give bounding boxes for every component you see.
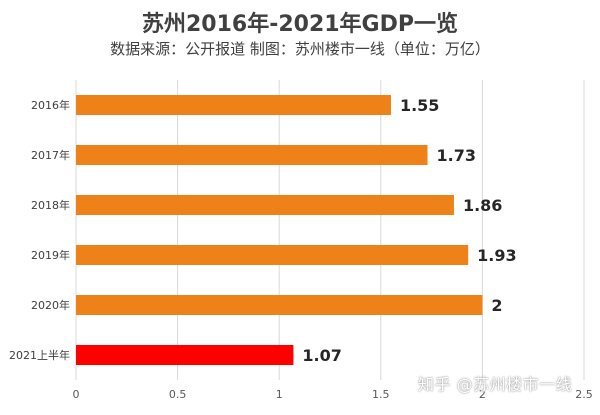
y-tick-label: 2020年 [31,298,70,312]
bar [76,295,483,315]
grid-lines [75,80,585,380]
bar [76,345,294,365]
value-labels: 1.55 1.73 1.86 1.93 2 1.07 [302,96,516,365]
x-tick-label: 0.5 [169,388,187,401]
data-label: 1.93 [477,246,516,265]
y-tick-label: 2016年 [31,98,70,112]
bar [76,145,428,165]
y-tick-label: 2017年 [31,148,70,162]
x-tick-label: 1.5 [372,388,390,401]
y-tick-label: 2021上半年 [9,348,70,362]
y-axis-tick-labels: 2016年 2017年 2018年 2019年 2020年 2021上半年 [9,98,70,362]
x-tick-label: 0 [73,388,80,401]
data-label: 1.73 [437,146,476,165]
chart-subtitle: 数据来源：公开报道 制图：苏州楼市一线（单位：万亿） [110,40,490,58]
data-label: 1.07 [302,346,341,365]
x-tick-label: 2.5 [575,388,593,401]
bar [76,195,454,215]
bar [76,95,391,115]
y-tick-label: 2019年 [31,248,70,262]
x-tick-label: 1 [276,388,283,401]
bars [76,95,483,365]
data-label: 1.55 [400,96,439,115]
x-axis-tick-labels: 0 0.5 1 1.5 2 2.5 [73,388,593,401]
bar [76,245,469,265]
chart-title: 苏州2016年-2021年GDP一览 [141,12,459,37]
data-label: 2 [491,296,502,315]
watermark: 知乎 @苏州楼市一线 [418,375,573,394]
data-label: 1.86 [463,196,502,215]
x-tick-label: 2 [479,388,486,401]
y-tick-label: 2018年 [31,198,70,212]
